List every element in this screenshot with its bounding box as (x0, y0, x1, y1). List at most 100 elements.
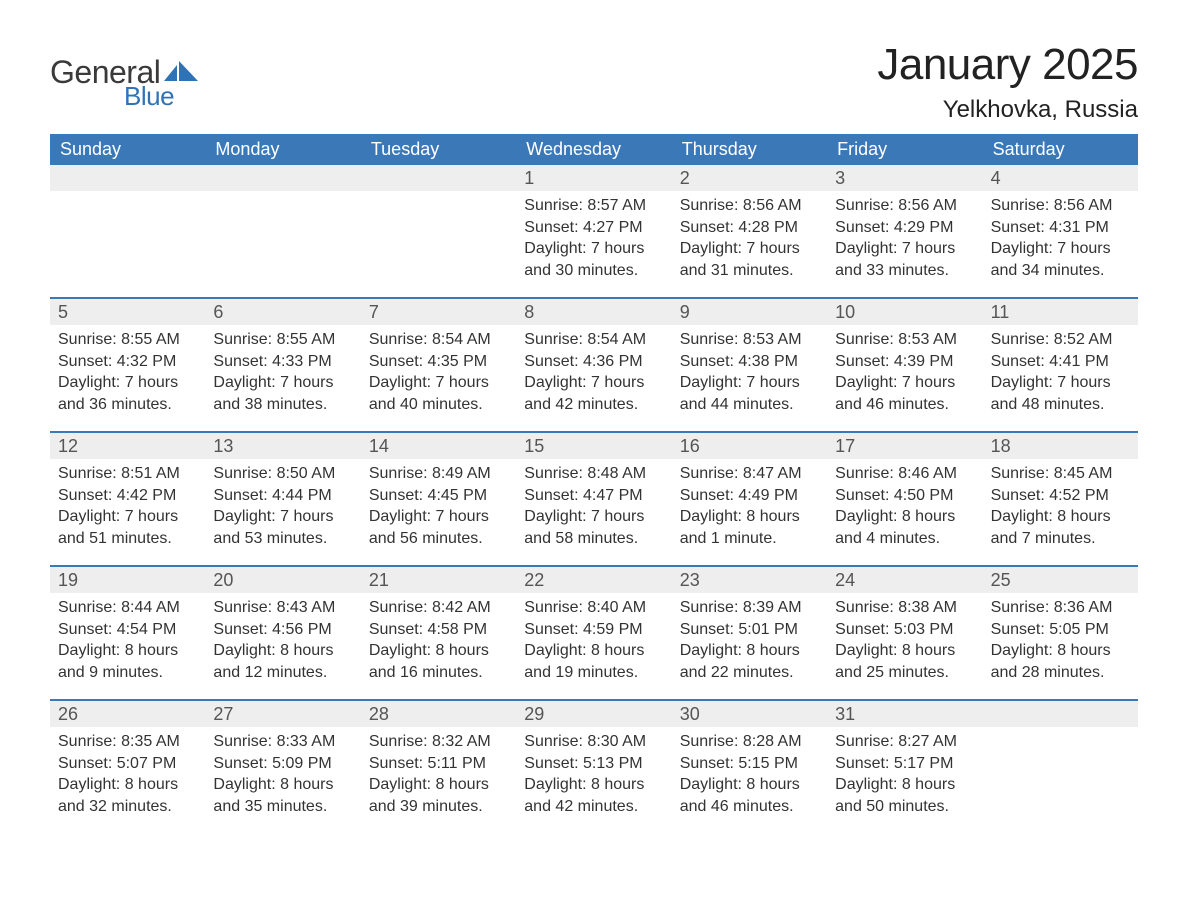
day-number (205, 165, 360, 191)
day-number: 2 (672, 165, 827, 191)
day-cell: 11Sunrise: 8:52 AMSunset: 4:41 PMDayligh… (983, 299, 1138, 431)
sunset-line: Sunset: 4:33 PM (213, 351, 352, 373)
day-details: Sunrise: 8:55 AMSunset: 4:32 PMDaylight:… (50, 325, 205, 425)
calendar-header-row: SundayMondayTuesdayWednesdayThursdayFrid… (50, 134, 1138, 165)
day-details: Sunrise: 8:56 AMSunset: 4:31 PMDaylight:… (983, 191, 1138, 291)
calendar: SundayMondayTuesdayWednesdayThursdayFrid… (50, 134, 1138, 833)
day-details: Sunrise: 8:42 AMSunset: 4:58 PMDaylight:… (361, 593, 516, 693)
day-cell: 17Sunrise: 8:46 AMSunset: 4:50 PMDayligh… (827, 433, 982, 565)
day-cell: 14Sunrise: 8:49 AMSunset: 4:45 PMDayligh… (361, 433, 516, 565)
sunrise-line: Sunrise: 8:50 AM (213, 463, 352, 485)
day-header: Monday (205, 134, 360, 165)
daylight-line: Daylight: 7 hours and 48 minutes. (991, 372, 1130, 415)
sunset-line: Sunset: 4:49 PM (680, 485, 819, 507)
sunrise-line: Sunrise: 8:55 AM (213, 329, 352, 351)
sunset-line: Sunset: 4:35 PM (369, 351, 508, 373)
daylight-line: Daylight: 7 hours and 36 minutes. (58, 372, 197, 415)
day-number: 23 (672, 567, 827, 593)
sunset-line: Sunset: 4:52 PM (991, 485, 1130, 507)
daylight-line: Daylight: 7 hours and 46 minutes. (835, 372, 974, 415)
sunrise-line: Sunrise: 8:54 AM (369, 329, 508, 351)
sunset-line: Sunset: 4:36 PM (524, 351, 663, 373)
sunset-line: Sunset: 4:27 PM (524, 217, 663, 239)
day-number: 6 (205, 299, 360, 325)
location-label: Yelkhovka, Russia (877, 96, 1138, 124)
sunrise-line: Sunrise: 8:44 AM (58, 597, 197, 619)
daylight-line: Daylight: 7 hours and 40 minutes. (369, 372, 508, 415)
day-number: 17 (827, 433, 982, 459)
daylight-line: Daylight: 8 hours and 35 minutes. (213, 774, 352, 817)
day-cell: 26Sunrise: 8:35 AMSunset: 5:07 PMDayligh… (50, 701, 205, 833)
day-details: Sunrise: 8:48 AMSunset: 4:47 PMDaylight:… (516, 459, 671, 559)
sunset-line: Sunset: 5:17 PM (835, 753, 974, 775)
day-details: Sunrise: 8:55 AMSunset: 4:33 PMDaylight:… (205, 325, 360, 425)
day-number: 31 (827, 701, 982, 727)
day-number: 16 (672, 433, 827, 459)
sunset-line: Sunset: 4:31 PM (991, 217, 1130, 239)
day-details: Sunrise: 8:30 AMSunset: 5:13 PMDaylight:… (516, 727, 671, 827)
daylight-line: Daylight: 7 hours and 38 minutes. (213, 372, 352, 415)
day-details: Sunrise: 8:53 AMSunset: 4:39 PMDaylight:… (827, 325, 982, 425)
day-number: 24 (827, 567, 982, 593)
day-cell: 6Sunrise: 8:55 AMSunset: 4:33 PMDaylight… (205, 299, 360, 431)
title-block: January 2025 Yelkhovka, Russia (877, 40, 1138, 124)
daylight-line: Daylight: 8 hours and 25 minutes. (835, 640, 974, 683)
daylight-line: Daylight: 8 hours and 9 minutes. (58, 640, 197, 683)
day-number: 11 (983, 299, 1138, 325)
sunset-line: Sunset: 4:38 PM (680, 351, 819, 373)
daylight-line: Daylight: 8 hours and 46 minutes. (680, 774, 819, 817)
sunrise-line: Sunrise: 8:28 AM (680, 731, 819, 753)
day-details: Sunrise: 8:28 AMSunset: 5:15 PMDaylight:… (672, 727, 827, 827)
daylight-line: Daylight: 7 hours and 33 minutes. (835, 238, 974, 281)
day-details: Sunrise: 8:51 AMSunset: 4:42 PMDaylight:… (50, 459, 205, 559)
day-number (361, 165, 516, 191)
sunset-line: Sunset: 4:44 PM (213, 485, 352, 507)
daylight-line: Daylight: 7 hours and 51 minutes. (58, 506, 197, 549)
day-details: Sunrise: 8:44 AMSunset: 4:54 PMDaylight:… (50, 593, 205, 693)
day-details: Sunrise: 8:46 AMSunset: 4:50 PMDaylight:… (827, 459, 982, 559)
day-details: Sunrise: 8:54 AMSunset: 4:36 PMDaylight:… (516, 325, 671, 425)
day-number: 22 (516, 567, 671, 593)
sunrise-line: Sunrise: 8:39 AM (680, 597, 819, 619)
sunset-line: Sunset: 5:15 PM (680, 753, 819, 775)
daylight-line: Daylight: 7 hours and 30 minutes. (524, 238, 663, 281)
sunrise-line: Sunrise: 8:27 AM (835, 731, 974, 753)
logo: General Blue (50, 40, 200, 112)
sunset-line: Sunset: 4:41 PM (991, 351, 1130, 373)
day-cell: 3Sunrise: 8:56 AMSunset: 4:29 PMDaylight… (827, 165, 982, 297)
sunset-line: Sunset: 4:58 PM (369, 619, 508, 641)
day-details: Sunrise: 8:38 AMSunset: 5:03 PMDaylight:… (827, 593, 982, 693)
daylight-line: Daylight: 8 hours and 1 minute. (680, 506, 819, 549)
sunrise-line: Sunrise: 8:51 AM (58, 463, 197, 485)
day-details: Sunrise: 8:40 AMSunset: 4:59 PMDaylight:… (516, 593, 671, 693)
day-number: 3 (827, 165, 982, 191)
day-number: 27 (205, 701, 360, 727)
day-cell (50, 165, 205, 297)
day-number: 8 (516, 299, 671, 325)
daylight-line: Daylight: 8 hours and 16 minutes. (369, 640, 508, 683)
day-cell: 24Sunrise: 8:38 AMSunset: 5:03 PMDayligh… (827, 567, 982, 699)
day-header: Saturday (983, 134, 1138, 165)
week-row: 19Sunrise: 8:44 AMSunset: 4:54 PMDayligh… (50, 565, 1138, 699)
sunrise-line: Sunrise: 8:45 AM (991, 463, 1130, 485)
sunrise-line: Sunrise: 8:30 AM (524, 731, 663, 753)
day-cell: 29Sunrise: 8:30 AMSunset: 5:13 PMDayligh… (516, 701, 671, 833)
sunrise-line: Sunrise: 8:42 AM (369, 597, 508, 619)
day-header: Tuesday (361, 134, 516, 165)
day-details: Sunrise: 8:43 AMSunset: 4:56 PMDaylight:… (205, 593, 360, 693)
day-cell: 4Sunrise: 8:56 AMSunset: 4:31 PMDaylight… (983, 165, 1138, 297)
day-number: 21 (361, 567, 516, 593)
sunrise-line: Sunrise: 8:57 AM (524, 195, 663, 217)
day-cell: 13Sunrise: 8:50 AMSunset: 4:44 PMDayligh… (205, 433, 360, 565)
day-cell: 8Sunrise: 8:54 AMSunset: 4:36 PMDaylight… (516, 299, 671, 431)
sunset-line: Sunset: 5:07 PM (58, 753, 197, 775)
day-cell: 20Sunrise: 8:43 AMSunset: 4:56 PMDayligh… (205, 567, 360, 699)
week-row: 26Sunrise: 8:35 AMSunset: 5:07 PMDayligh… (50, 699, 1138, 833)
day-details: Sunrise: 8:33 AMSunset: 5:09 PMDaylight:… (205, 727, 360, 827)
day-number: 30 (672, 701, 827, 727)
day-number: 19 (50, 567, 205, 593)
daylight-line: Daylight: 7 hours and 53 minutes. (213, 506, 352, 549)
sunrise-line: Sunrise: 8:40 AM (524, 597, 663, 619)
logo-text-blue: Blue (124, 81, 174, 112)
sunset-line: Sunset: 4:42 PM (58, 485, 197, 507)
